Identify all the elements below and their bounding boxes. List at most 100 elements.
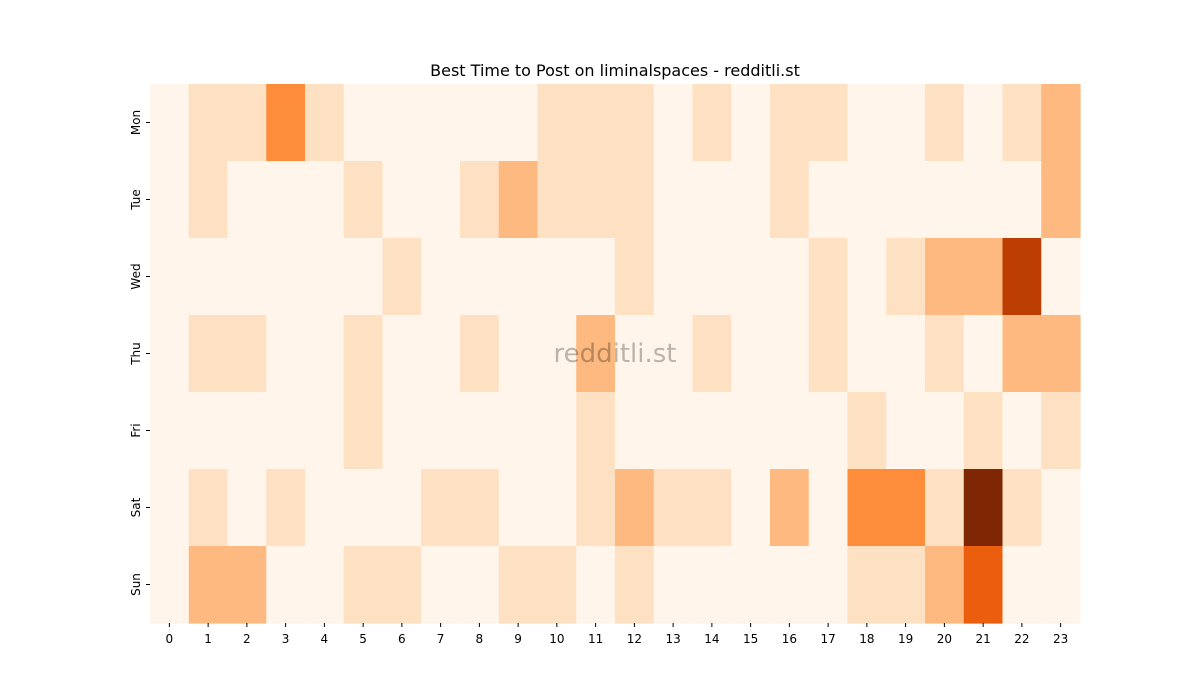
- heatmap-cell-tue-13: [653, 161, 694, 239]
- heatmap-cell-mon-18: [847, 84, 887, 162]
- heatmap-cells: [150, 84, 1081, 624]
- heatmap-cell-fri-1: [188, 392, 229, 470]
- x-tick-label: 1: [204, 632, 212, 646]
- heatmap-cell-fri-3: [266, 392, 306, 470]
- heatmap-cell-sun-18: [847, 546, 887, 624]
- heatmap-cell-thu-6: [382, 315, 422, 393]
- heatmap-cell-fri-9: [498, 392, 539, 470]
- heatmap-cell-tue-3: [266, 161, 306, 239]
- heatmap-cell-tue-9: [498, 161, 539, 239]
- y-tick-label: Mon: [129, 110, 143, 135]
- heatmap-cell-sat-1: [188, 469, 229, 547]
- x-tick-label: 10: [549, 632, 564, 646]
- heatmap-cell-tue-5: [343, 161, 384, 239]
- x-tick-label: 13: [665, 632, 680, 646]
- watermark-text: redditli.st: [554, 339, 677, 369]
- heatmap-cell-wed-19: [886, 238, 926, 316]
- heatmap-cell-thu-3: [266, 315, 306, 393]
- heatmap-cell-thu-17: [808, 315, 849, 393]
- x-tick-label: 6: [398, 632, 406, 646]
- heatmap-cell-mon-9: [498, 84, 539, 162]
- heatmap-cell-wed-22: [1002, 238, 1042, 316]
- heatmap-cell-tue-1: [188, 161, 229, 239]
- x-tick-label: 2: [243, 632, 251, 646]
- heatmap-cell-mon-3: [266, 84, 306, 162]
- heatmap-cell-fri-15: [731, 392, 771, 470]
- heatmap-cell-tue-8: [460, 161, 500, 239]
- heatmap-cell-wed-11: [576, 238, 616, 316]
- heatmap-cell-mon-8: [460, 84, 500, 162]
- y-tick-label: Tue: [129, 189, 143, 211]
- heatmap-cell-wed-2: [227, 238, 267, 316]
- heatmap-cell-sun-9: [498, 546, 539, 624]
- heatmap-cell-mon-11: [576, 84, 616, 162]
- heatmap-cell-tue-12: [615, 161, 655, 239]
- heatmap-cell-sun-1: [188, 546, 229, 624]
- x-tick-label: 21: [975, 632, 990, 646]
- heatmap-cell-sun-20: [925, 546, 965, 624]
- heatmap-cell-thu-15: [731, 315, 771, 393]
- heatmap-cell-tue-10: [537, 161, 577, 239]
- heatmap-cell-thu-0: [150, 315, 190, 393]
- y-tick-label: Thu: [129, 342, 143, 366]
- heatmap-cell-fri-18: [847, 392, 887, 470]
- heatmap-cell-thu-1: [188, 315, 229, 393]
- heatmap-cell-sun-7: [421, 546, 461, 624]
- heatmap-cell-fri-19: [886, 392, 926, 470]
- heatmap-cell-tue-18: [847, 161, 887, 239]
- heatmap-cell-wed-13: [653, 238, 694, 316]
- x-tick-label: 11: [588, 632, 603, 646]
- x-tick-label: 22: [1014, 632, 1029, 646]
- heatmap-cell-wed-3: [266, 238, 306, 316]
- x-tick-label: 5: [359, 632, 367, 646]
- heatmap-cell-mon-14: [692, 84, 732, 162]
- heatmap-cell-sun-15: [731, 546, 771, 624]
- heatmap-cell-sat-9: [498, 469, 539, 547]
- y-tick-label: Sat: [129, 497, 143, 517]
- heatmap-cell-sun-0: [150, 546, 190, 624]
- heatmap-cell-mon-4: [305, 84, 345, 162]
- heatmap-cell-mon-10: [537, 84, 577, 162]
- heatmap-cell-sun-17: [808, 546, 849, 624]
- heatmap-cell-mon-5: [343, 84, 384, 162]
- heatmap-cell-wed-4: [305, 238, 345, 316]
- heatmap-cell-thu-23: [1041, 315, 1081, 393]
- heatmap-cell-sat-15: [731, 469, 771, 547]
- heatmap-cell-fri-16: [770, 392, 810, 470]
- heatmap-cell-thu-19: [886, 315, 926, 393]
- heatmap-cell-sun-12: [615, 546, 655, 624]
- heatmap-cell-wed-5: [343, 238, 384, 316]
- heatmap-cell-wed-16: [770, 238, 810, 316]
- heatmap-cell-fri-20: [925, 392, 965, 470]
- heatmap-cell-fri-17: [808, 392, 849, 470]
- heatmap-cell-sat-6: [382, 469, 422, 547]
- heatmap-cell-sun-4: [305, 546, 345, 624]
- heatmap-cell-sun-6: [382, 546, 422, 624]
- heatmap-cell-fri-23: [1041, 392, 1081, 470]
- heatmap-cell-fri-0: [150, 392, 190, 470]
- heatmap-cell-sun-19: [886, 546, 926, 624]
- heatmap-cell-thu-11: [576, 315, 616, 393]
- heatmap-cell-mon-21: [963, 84, 1004, 162]
- heatmap-cell-thu-18: [847, 315, 887, 393]
- heatmap-cell-mon-15: [731, 84, 771, 162]
- heatmap-cell-wed-1: [188, 238, 229, 316]
- heatmap-cell-thu-21: [963, 315, 1004, 393]
- heatmap-cell-wed-17: [808, 238, 849, 316]
- heatmap-cell-sun-2: [227, 546, 267, 624]
- heatmap-cell-sun-16: [770, 546, 810, 624]
- heatmap-cell-sat-12: [615, 469, 655, 547]
- heatmap-cell-sun-10: [537, 546, 577, 624]
- heatmap-cell-fri-8: [460, 392, 500, 470]
- heatmap-cell-thu-7: [421, 315, 461, 393]
- heatmap-cell-thu-12: [615, 315, 655, 393]
- x-tick-label: 14: [704, 632, 719, 646]
- heatmap-cell-fri-12: [615, 392, 655, 470]
- heatmap-cell-wed-10: [537, 238, 577, 316]
- heatmap-cell-thu-13: [653, 315, 694, 393]
- heatmap-cell-wed-9: [498, 238, 539, 316]
- heatmap-cell-sat-21: [963, 469, 1004, 547]
- heatmap-cell-sat-13: [653, 469, 694, 547]
- heatmap-cell-thu-9: [498, 315, 539, 393]
